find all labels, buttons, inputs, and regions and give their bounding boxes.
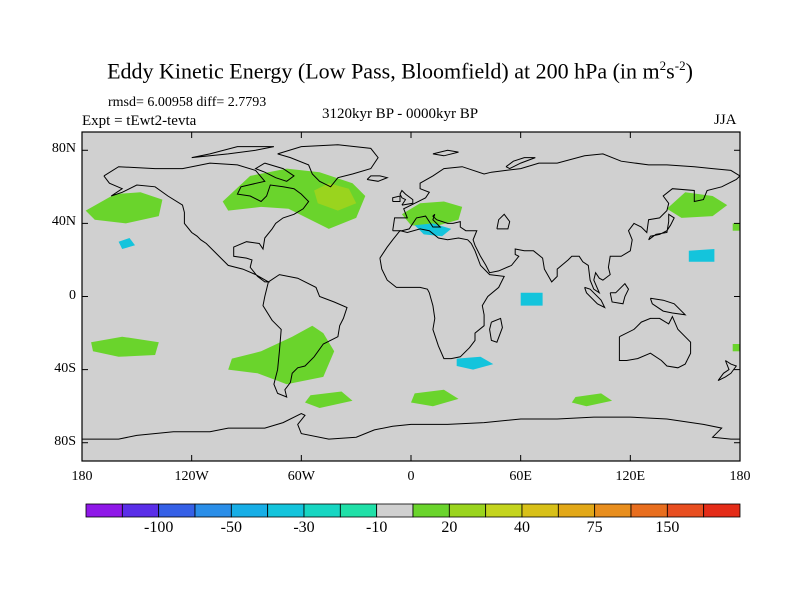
- experiment-label: Expt = tEwt2-tevta: [82, 113, 197, 129]
- coastline-japan: [648, 213, 675, 241]
- anomaly-region-green-south-indian-2: [571, 393, 613, 407]
- colorbar-label: 150: [655, 519, 680, 536]
- coastline-new-zealand: [717, 360, 738, 382]
- colorbar-label: 75: [586, 519, 603, 536]
- period-label: 3120kyr BP - 0000kyr BP: [321, 106, 479, 122]
- coastline-greenland: [277, 144, 379, 188]
- colorbar-swatch: [339, 503, 378, 518]
- coastline-iceland: [366, 175, 389, 182]
- anomaly-region-green-south-indian: [411, 389, 459, 407]
- anomaly-region-cyan-indian: [520, 292, 543, 306]
- coastline-novaya-zemlya: [505, 157, 536, 170]
- lon-tick-label: 60W: [287, 469, 315, 484]
- colorbar-label: -50: [220, 519, 242, 536]
- colorbar-label: 20: [441, 519, 458, 536]
- coastline-british-isles: [399, 189, 414, 206]
- coastline-new-guinea: [649, 297, 687, 316]
- colorbar-swatch: [448, 503, 487, 518]
- colorbar-swatch: [485, 503, 523, 518]
- anomaly-region-cyan-south-africa: [456, 356, 494, 370]
- anomaly-region-green-dateline-south: [732, 344, 740, 352]
- coastline-eurasia: [392, 153, 740, 295]
- coastline-svalbard: [432, 149, 459, 157]
- colorbar-swatch: [521, 503, 559, 518]
- anomaly-region-green-europe: [401, 201, 463, 227]
- coastline-borneo: [609, 282, 630, 305]
- coastline-arabian-caspian: [496, 213, 511, 230]
- colorbar-swatch: [230, 503, 269, 518]
- coastline-sumatra: [584, 286, 606, 309]
- season-label: JJA: [714, 112, 737, 128]
- colorbar-swatch: [194, 503, 232, 518]
- colorbar-swatch: [303, 503, 341, 518]
- rmsd-text: rmsd= 6.00958 diff= 2.7793: [108, 95, 267, 110]
- lat-tick-label: 40S: [54, 360, 76, 376]
- lat-tick-label: 80S: [54, 433, 76, 449]
- lat-tick-label: 40N: [51, 214, 76, 230]
- colorbar-swatch: [630, 503, 668, 518]
- coastline-arctic-islands: [191, 146, 274, 159]
- colorbar-swatch: [594, 503, 632, 518]
- anomaly-region-green-north-pacific: [85, 192, 163, 224]
- coastline-north-america: [103, 162, 310, 283]
- map-background: [82, 132, 740, 461]
- anomaly-region-cyan-north-india: [688, 249, 715, 262]
- colorbar-swatch: [703, 503, 741, 518]
- coastline-south-america: [262, 274, 348, 398]
- anomaly-region-green-south-atlantic: [228, 325, 335, 385]
- anomaly-region-green-south-atlantic-low: [305, 391, 353, 408]
- lon-tick-label: 120W: [174, 469, 209, 484]
- lon-tick-label: 180: [71, 469, 93, 484]
- colorbar-swatch: [121, 503, 160, 518]
- lat-tick-label: 0: [69, 287, 76, 303]
- lon-tick-label: 0: [407, 469, 415, 484]
- chart-title: Eddy Kinetic Energy (Low Pass, Bloomfiel…: [107, 58, 693, 84]
- lon-tick-label: 120E: [615, 469, 646, 484]
- coastline-antarctica: [82, 412, 740, 440]
- colorbar-swatch: [267, 503, 305, 518]
- anomaly-region-cyan-mediterranean: [414, 223, 452, 237]
- coastline-madagascar: [489, 317, 503, 343]
- lon-tick-label: 60E: [509, 469, 532, 484]
- lat-tick-label: 80N: [51, 141, 76, 157]
- colorbar-swatch: [666, 503, 705, 518]
- colorbar-label: 40: [514, 519, 530, 536]
- lon-tick-label: 180: [729, 469, 751, 484]
- colorbar-label: -30: [293, 519, 315, 536]
- colorbar-swatch: [85, 503, 123, 518]
- anomaly-region-green-dateline-north: [732, 223, 740, 231]
- anomaly-region-cyan-atlantic: [118, 238, 135, 249]
- colorbar-swatch: [376, 503, 414, 518]
- anomaly-region-green-nw-pacific: [666, 192, 728, 218]
- coastline-africa: [379, 228, 505, 360]
- colorbar-swatch: [412, 503, 450, 518]
- colorbar-label: -100: [143, 519, 174, 536]
- coastline-baffin: [254, 162, 295, 182]
- coastline-australia: [618, 315, 692, 369]
- coastline-ireland: [392, 195, 401, 202]
- colorbar-swatch: [557, 503, 596, 518]
- anomaly-region-green-south-pacific: [91, 336, 159, 357]
- colorbar-swatch: [158, 503, 196, 518]
- anomaly-region-yellowgreen-north-atlantic: [314, 183, 357, 211]
- colorbar-label: -10: [365, 519, 388, 536]
